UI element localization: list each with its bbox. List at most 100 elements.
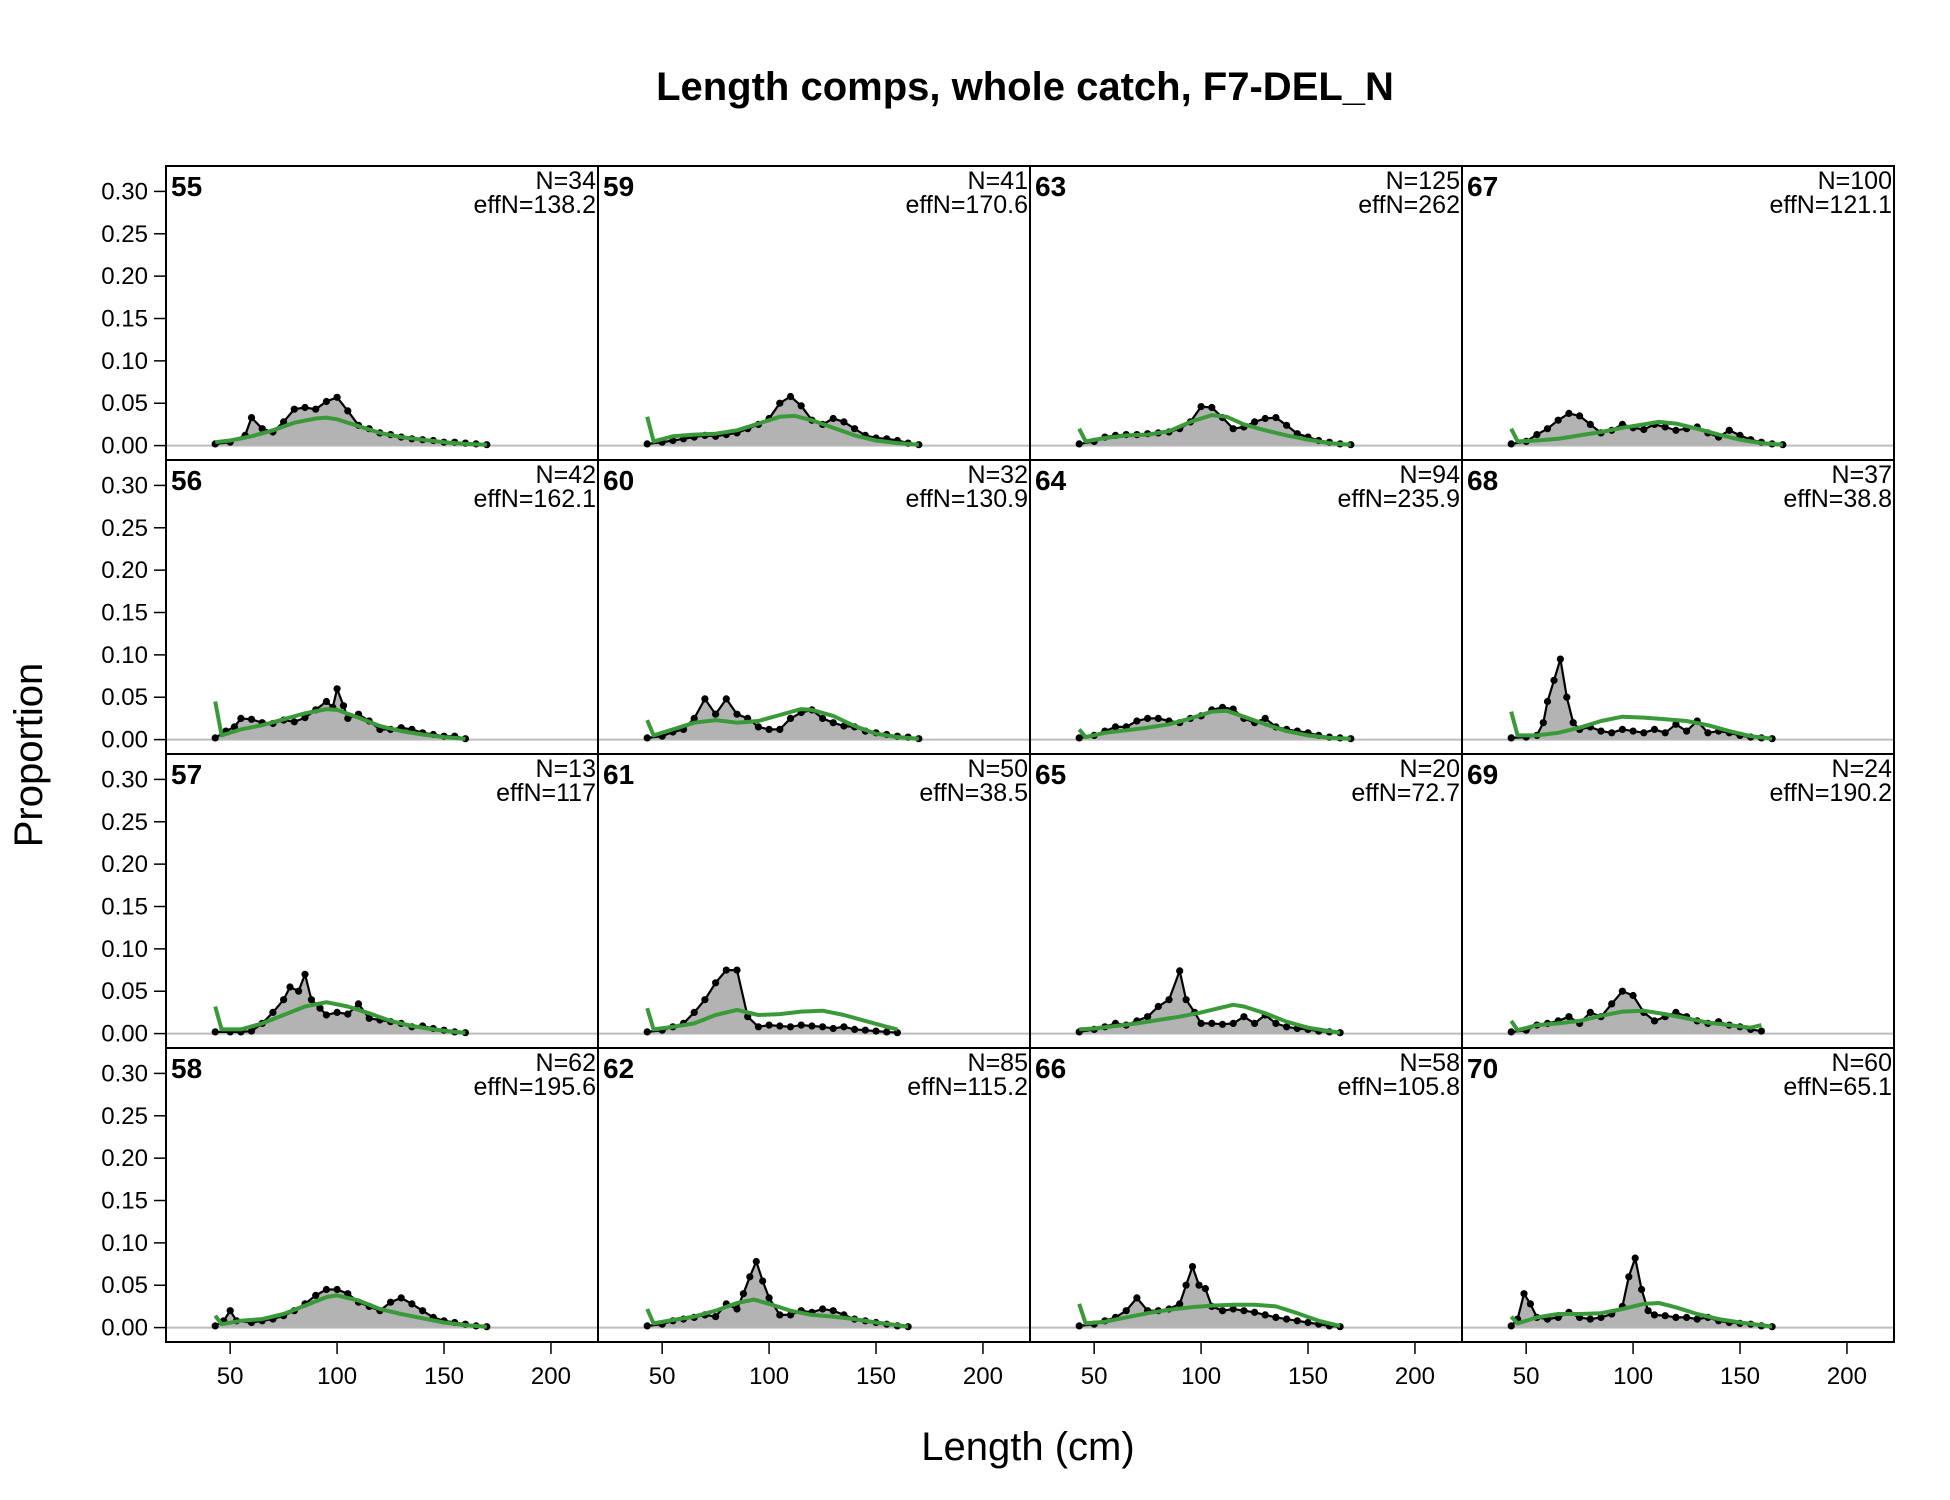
y-tick-label: 0.30	[101, 766, 148, 793]
observed-point	[247, 1027, 256, 1035]
observed-point	[408, 1300, 416, 1308]
panel-year-label: 57	[171, 759, 202, 790]
observed-point	[829, 1307, 837, 1315]
observed-point	[1569, 719, 1577, 727]
y-tick-label: 0.20	[101, 851, 148, 878]
observed-point	[840, 722, 848, 730]
panel-effn-label: effN=195.6	[473, 1073, 596, 1101]
observed-line	[1511, 658, 1773, 740]
observed-point	[872, 1027, 880, 1035]
observed-point	[754, 723, 763, 731]
x-axis-label: Length (cm)	[921, 1425, 1134, 1469]
y-tick-label: 0.15	[101, 600, 148, 627]
observed-point	[1683, 727, 1691, 735]
panel-year-label: 63	[1035, 171, 1066, 202]
panel-n-label: N=20	[1400, 755, 1460, 783]
observed-point	[1526, 1300, 1534, 1308]
observed-point	[765, 725, 773, 734]
observed-point	[840, 1023, 848, 1031]
x-tick-label: 50	[1081, 1363, 1108, 1390]
panel-effn-label: effN=65.1	[1783, 1073, 1892, 1101]
observed-point	[211, 1322, 219, 1330]
observed-point	[1507, 1028, 1515, 1036]
observed-point	[722, 966, 730, 974]
panel-effn-label: effN=117	[496, 779, 596, 807]
observed-point	[1251, 1308, 1259, 1316]
observed-point	[840, 418, 848, 426]
observed-point	[322, 1011, 330, 1019]
observed-point	[1218, 1307, 1227, 1315]
observed-point	[1725, 426, 1733, 434]
expected-line	[1077, 413, 1351, 447]
panel-effn-label: effN=138.2	[473, 191, 596, 219]
observed-point	[1229, 425, 1237, 433]
observed-point	[397, 1294, 405, 1302]
observed-point	[733, 1305, 741, 1313]
observed-point	[333, 1285, 341, 1294]
observed-point	[1520, 1290, 1528, 1298]
observed-point	[237, 714, 245, 723]
observed-area	[1511, 659, 1773, 740]
observed-point	[1154, 1002, 1162, 1011]
observed-point	[786, 1311, 795, 1319]
x-tick-label: 50	[1513, 1363, 1540, 1390]
observed-point	[258, 425, 266, 433]
x-axis-col-3: 50 100 150 200	[1081, 1342, 1435, 1390]
observed-point	[1218, 1020, 1227, 1028]
observed-point	[829, 719, 837, 727]
observed-point	[301, 970, 309, 978]
observed-point	[1507, 440, 1515, 448]
observed-point	[765, 1294, 773, 1302]
observed-point	[643, 1322, 651, 1330]
observed-point	[1165, 996, 1173, 1004]
y-tick-label: 0.30	[101, 472, 148, 499]
x-tick-label: 200	[963, 1363, 1003, 1390]
expected-line	[1077, 1302, 1341, 1328]
observed-point	[829, 1024, 837, 1033]
observed-point	[1197, 403, 1205, 411]
y-tick-label: 0.20	[101, 263, 148, 290]
observed-point	[1650, 1311, 1659, 1319]
x-tick-label: 200	[1395, 1363, 1435, 1390]
observed-point	[1638, 1285, 1646, 1294]
observed-point	[1304, 1318, 1312, 1327]
expected-line	[1509, 1301, 1773, 1329]
observed-point	[387, 1298, 395, 1306]
observed-point	[797, 1021, 805, 1029]
observed-point	[1111, 723, 1120, 731]
observed-point	[1618, 987, 1626, 995]
y-axis-row-3: 0.00 0.05 0.10 0.15 0.20 0.25 0.30	[101, 766, 166, 1048]
observed-point	[1197, 1019, 1205, 1027]
panel-year-label: 69	[1467, 759, 1498, 790]
observed-point	[1661, 729, 1669, 737]
y-tick-label: 0.00	[101, 433, 148, 460]
observed-point	[861, 1026, 869, 1034]
observed-point	[1565, 409, 1573, 417]
observed-point	[701, 996, 709, 1004]
observed-point	[819, 1023, 827, 1031]
panel-n-label: N=125	[1386, 167, 1460, 195]
observed-point	[1208, 1019, 1216, 1027]
observed-point	[1586, 1315, 1594, 1323]
panel-n-label: N=24	[1832, 755, 1893, 783]
x-tick-label: 50	[649, 1363, 676, 1390]
panel-year-label: 62	[603, 1053, 634, 1084]
panel-effn-label: effN=262	[1358, 191, 1460, 219]
observed-point	[211, 734, 219, 742]
observed-point	[643, 1028, 651, 1036]
observed-area	[215, 397, 487, 446]
x-tick-label: 200	[1827, 1363, 1867, 1390]
x-tick-label: 150	[856, 1363, 896, 1390]
observed-point	[1208, 403, 1216, 412]
panel-year-label: 60	[603, 465, 634, 496]
x-axis-col-4: 50 100 150 200	[1513, 1342, 1867, 1390]
observed-point	[829, 414, 837, 423]
x-tick-label: 50	[217, 1363, 244, 1390]
observed-point	[1543, 697, 1552, 706]
observed-point	[1608, 1000, 1616, 1008]
expected-line	[213, 701, 466, 741]
